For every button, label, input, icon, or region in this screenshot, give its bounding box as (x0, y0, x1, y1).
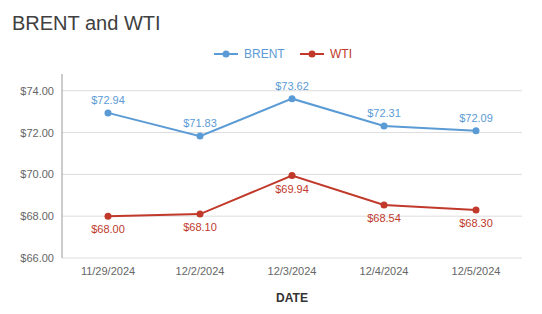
y-tick-label: $72.00 (20, 127, 54, 139)
data-point (289, 95, 296, 102)
legend: BRENT WTI (214, 47, 352, 61)
y-axis-line (62, 74, 63, 258)
y-tick-label: $66.00 (20, 252, 54, 264)
data-point (381, 201, 388, 208)
x-axis-label: DATE (276, 291, 308, 305)
data-point (289, 172, 296, 179)
grid (62, 91, 522, 258)
data-labels: $72.94 $71.83 $73.62 $72.31 $72.09 $68.00 $68.… (91, 80, 493, 236)
data-label: $72.31 (367, 107, 401, 119)
grid-line (62, 258, 522, 259)
data-label: $68.00 (91, 223, 125, 235)
data-point (197, 133, 204, 140)
x-tick-label: 12/5/2024 (452, 265, 501, 277)
legend-marker (309, 51, 316, 58)
series-line (108, 176, 476, 217)
y-tick-label: $74.00 (20, 85, 54, 97)
x-tick-label: 11/29/2024 (81, 265, 135, 277)
data-label: $68.54 (367, 212, 401, 224)
x-tick-label: 12/3/2024 (268, 265, 317, 277)
legend-marker (223, 51, 230, 58)
grid-line (62, 132, 522, 133)
x-tick-label: 12/4/2024 (360, 265, 409, 277)
legend-label: WTI (330, 47, 352, 61)
data-point (381, 123, 388, 130)
data-point (197, 211, 204, 218)
data-label: $72.94 (91, 94, 125, 106)
data-point (473, 127, 480, 134)
data-point (105, 213, 112, 220)
chart: BRENT and WTI $66.00 $68.00 $70.00 $72.00 $74… (0, 0, 542, 314)
data-label: $73.62 (275, 80, 309, 92)
data-point (105, 109, 112, 116)
data-label: $68.30 (459, 217, 493, 229)
x-tick-label: 12/2/2024 (176, 265, 225, 277)
plot-area (105, 95, 480, 220)
y-tick-label: $70.00 (20, 168, 54, 180)
data-label: $71.83 (183, 117, 217, 129)
data-point (473, 206, 480, 213)
data-label: $69.94 (275, 183, 309, 195)
legend-label: BRENT (244, 47, 285, 61)
title: BRENT and WTI (12, 12, 161, 34)
y-tick-label: $68.00 (20, 210, 54, 222)
data-label: $72.09 (459, 112, 493, 124)
series-line (108, 99, 476, 136)
data-label: $68.10 (183, 221, 217, 233)
